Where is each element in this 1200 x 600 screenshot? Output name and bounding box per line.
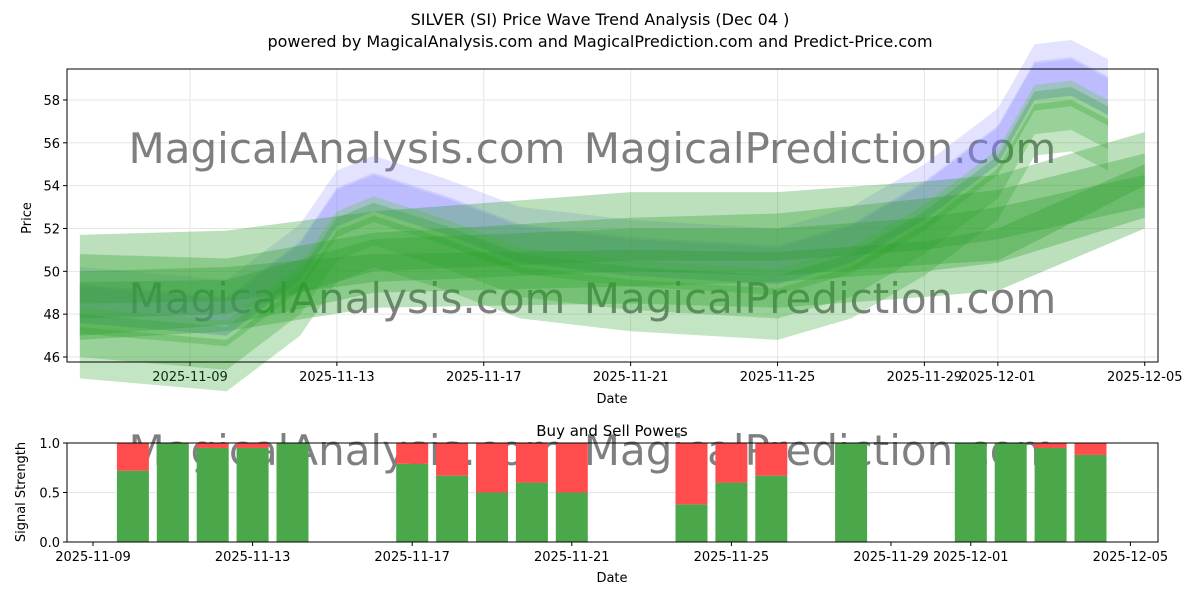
sell-bar xyxy=(515,443,548,483)
x-tick-label: 2025-11-21 xyxy=(534,550,610,565)
buy-bar xyxy=(1034,447,1067,542)
sell-bar xyxy=(755,443,788,476)
top-ylabel: Price xyxy=(20,202,35,234)
y-tick-label: 0.0 xyxy=(39,536,60,551)
trend-band xyxy=(79,132,1145,340)
y-tick-label: 0.5 xyxy=(39,487,60,502)
bottom-plot-frame xyxy=(66,442,1159,543)
buy-bar xyxy=(436,475,469,542)
x-tick-label: 2025-12-05 xyxy=(1107,370,1183,385)
x-tick-label: 2025-11-13 xyxy=(215,550,291,565)
x-tick-label: 2025-11-25 xyxy=(694,550,770,565)
x-tick-label: 2025-11-17 xyxy=(374,550,450,565)
buy-bar xyxy=(396,463,429,542)
buy-bar xyxy=(755,475,788,542)
buy-bar xyxy=(236,447,269,542)
sell-bar xyxy=(196,443,229,448)
bottom-ylabel: Signal Strength xyxy=(14,442,29,542)
y-tick-label: 56 xyxy=(43,137,60,152)
buy-bar xyxy=(196,447,229,542)
bottom-title: Buy and Sell Powers xyxy=(536,422,688,440)
sell-bar xyxy=(116,443,149,471)
buy-bar xyxy=(675,504,708,542)
buy-bar xyxy=(476,492,508,542)
sell-bar xyxy=(1074,443,1107,455)
sell-bar xyxy=(436,443,469,476)
buy-bar xyxy=(715,482,748,542)
buy-bar xyxy=(555,492,588,542)
price-wave-band xyxy=(79,39,1109,328)
buy-bar xyxy=(116,470,149,542)
watermark: MagicalPrediction.com xyxy=(584,124,1057,173)
sell-bar xyxy=(715,443,748,483)
price-trend-band xyxy=(79,80,1109,347)
buy-bar xyxy=(1074,454,1107,542)
y-tick-label: 46 xyxy=(43,351,60,366)
y-tick-label: 54 xyxy=(43,180,60,195)
x-tick-label: 2025-11-29 xyxy=(853,550,929,565)
top-xlabel: Date xyxy=(596,392,627,407)
sell-bar xyxy=(476,443,508,493)
x-tick-label: 2025-11-21 xyxy=(593,370,669,385)
trend-band xyxy=(79,153,1145,319)
y-tick-label: 52 xyxy=(43,222,60,237)
top-plot-area xyxy=(67,69,1158,362)
x-tick-label: 2025-12-01 xyxy=(933,550,1009,565)
x-tick-label: 2025-11-29 xyxy=(887,370,963,385)
buy-bar xyxy=(994,443,1027,542)
sell-bar xyxy=(555,443,588,493)
sell-bar xyxy=(675,443,708,505)
buy-bar xyxy=(156,443,189,542)
trend-band xyxy=(79,174,1145,336)
y-tick-label: 50 xyxy=(43,265,60,280)
watermark: MagicalAnalysis.com xyxy=(129,274,566,323)
x-tick-label: 2025-11-25 xyxy=(740,370,816,385)
watermark: MagicalPrediction.com xyxy=(584,274,1057,323)
price-trend-band xyxy=(79,99,1109,392)
sell-bar xyxy=(236,443,269,448)
buy-bar xyxy=(835,443,868,542)
bottom-xlabel: Date xyxy=(596,571,627,586)
x-tick-label: 2025-11-09 xyxy=(55,550,131,565)
chart-title: SILVER (SI) Price Wave Trend Analysis (D… xyxy=(411,10,790,29)
y-tick-label: 58 xyxy=(43,94,60,109)
y-tick-label: 48 xyxy=(43,308,60,323)
buy-bar xyxy=(515,482,548,542)
x-tick-label: 2025-11-17 xyxy=(446,370,522,385)
top-plot-frame xyxy=(66,68,1159,363)
x-tick-label: 2025-11-13 xyxy=(299,370,375,385)
buy-bar xyxy=(954,443,987,542)
y-tick-label: 1.0 xyxy=(39,437,60,452)
trend-band xyxy=(79,164,1145,304)
watermark: MagicalAnalysis.com xyxy=(129,124,566,173)
x-tick-label: 2025-11-09 xyxy=(152,370,228,385)
price-wave-band xyxy=(79,57,1109,336)
sell-bar xyxy=(396,443,429,464)
chart-subtitle: powered by MagicalAnalysis.com and Magic… xyxy=(267,32,932,51)
x-tick-label: 2025-12-01 xyxy=(960,370,1036,385)
buy-bar xyxy=(276,443,309,542)
sell-bar xyxy=(1034,443,1067,448)
x-tick-label: 2025-12-05 xyxy=(1093,550,1169,565)
price-trend-band xyxy=(79,87,1109,370)
